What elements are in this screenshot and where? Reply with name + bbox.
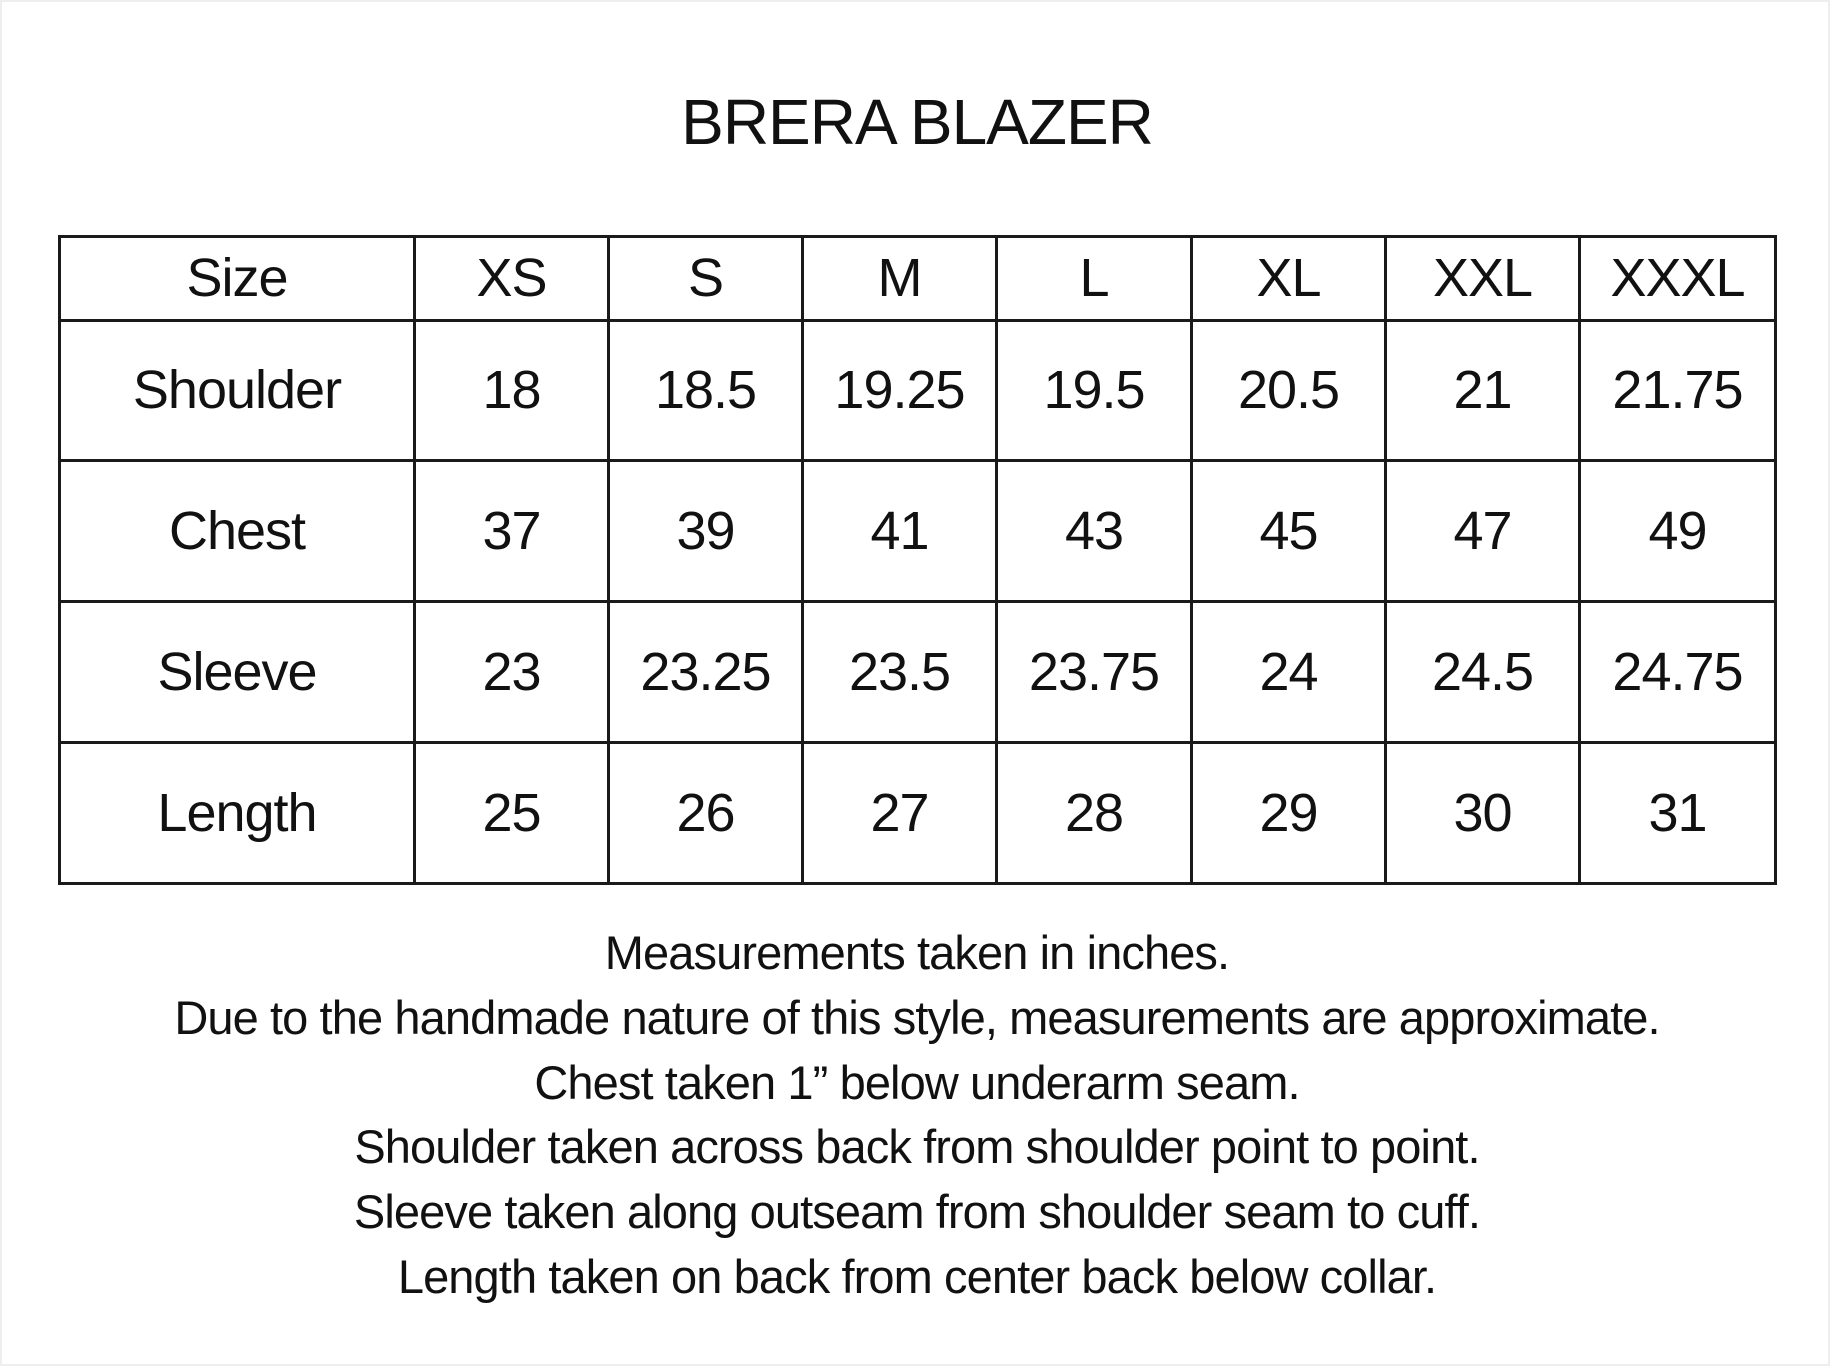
header-cell-xl: XL (1190, 235, 1387, 322)
measurement-cell: 27 (801, 741, 998, 885)
row-label: Shoulder (58, 318, 416, 463)
measurement-cell: 21 (1384, 318, 1581, 463)
header-cell-xxxl: XXXL (1578, 235, 1777, 322)
table-row-chest: Chest 37 39 41 43 45 47 49 (58, 459, 1777, 604)
measurement-cell: 43 (995, 459, 1193, 604)
measurement-cell: 18.5 (607, 318, 804, 463)
note-line: Chest taken 1” below underarm seam. (534, 1055, 1300, 1109)
header-cell-xs: XS (413, 235, 610, 322)
measurement-cell: 26 (607, 741, 804, 885)
size-chart-table: Size XS S M L XL XXL XXXL Shoulder 18 18.5 19.25 19.… (58, 235, 1777, 885)
measurement-cell: 19.5 (995, 318, 1193, 463)
measurement-cell: 30 (1384, 741, 1581, 885)
note-line: Due to the handmade nature of this style… (174, 990, 1660, 1044)
measurement-cell: 31 (1578, 741, 1777, 885)
row-label: Length (58, 741, 416, 885)
measurement-notes: Measurements taken in inches. Due to the … (2, 921, 1830, 1310)
measurement-cell: 20.5 (1190, 318, 1387, 463)
table-row-shoulder: Shoulder 18 18.5 19.25 19.5 20.5 21 21.75 (58, 318, 1777, 463)
row-label: Chest (58, 459, 416, 604)
table-row-sleeve: Sleeve 23 23.25 23.5 23.75 24 24.5 24.75 (58, 600, 1777, 745)
table-row-length: Length 25 26 27 28 29 30 31 (58, 741, 1777, 885)
row-label: Sleeve (58, 600, 416, 745)
measurement-cell: 24.75 (1578, 600, 1777, 745)
note-line: Sleeve taken along outseam from shoulder… (353, 1185, 1481, 1239)
measurement-cell: 23.75 (995, 600, 1193, 745)
measurement-cell: 49 (1578, 459, 1777, 604)
header-cell-xxl: XXL (1384, 235, 1581, 322)
measurement-cell: 18 (413, 318, 610, 463)
measurement-cell: 21.75 (1578, 318, 1777, 463)
note-line: Measurements taken in inches. (604, 926, 1230, 979)
measurement-cell: 39 (607, 459, 804, 604)
measurement-cell: 23.5 (801, 600, 998, 745)
header-cell-size: Size (58, 235, 416, 322)
header-cell-s: S (607, 235, 804, 322)
measurement-cell: 19.25 (801, 318, 998, 463)
measurement-cell: 47 (1384, 459, 1581, 604)
header-cell-l: L (995, 235, 1193, 322)
note-line: Shoulder taken across back from shoulder… (354, 1120, 1480, 1174)
header-cell-m: M (801, 235, 998, 322)
measurement-cell: 24 (1190, 600, 1387, 745)
header-row: Size XS S M L XL XXL XXXL (58, 235, 1777, 322)
measurement-cell: 41 (801, 459, 998, 604)
measurement-cell: 28 (995, 741, 1193, 885)
measurement-cell: 45 (1190, 459, 1387, 604)
measurement-cell: 25 (413, 741, 610, 885)
measurement-cell: 37 (413, 459, 610, 604)
measurement-cell: 24.5 (1384, 600, 1581, 745)
measurement-cell: 23 (413, 600, 610, 745)
note-line: Length taken on back from center back be… (397, 1249, 1437, 1303)
page-title: BRERA BLAZER (681, 86, 1154, 158)
measurement-cell: 23.25 (607, 600, 804, 745)
measurement-cell: 29 (1190, 741, 1387, 885)
